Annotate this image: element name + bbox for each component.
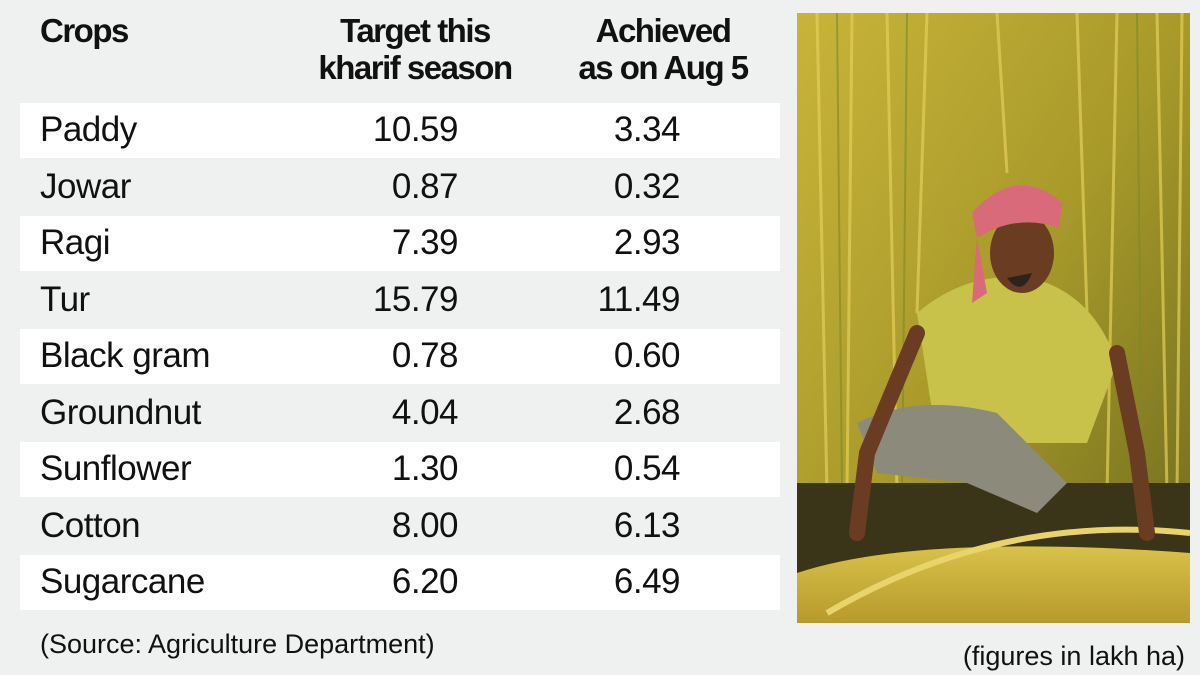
achieved-cell: 2.93 [613, 223, 681, 262]
table-row: Groundnut 4.04 2.68 [20, 386, 780, 441]
achieved-cell: 0.54 [613, 449, 681, 488]
table-row: Cotton 8.00 6.13 [20, 499, 780, 554]
header-target: Target this kharif season [318, 12, 513, 86]
achieved-cell: 0.32 [613, 166, 681, 206]
target-cell: 10.59 [372, 110, 459, 149]
crop-cell: Sunflower [40, 449, 192, 488]
crop-cell: Cotton [40, 505, 141, 545]
target-cell: 4.04 [391, 392, 459, 432]
achieved-cell: 3.34 [613, 110, 681, 149]
farmer-harvest-photo [797, 13, 1190, 623]
achieved-cell: 2.68 [613, 392, 681, 432]
target-cell: 8.00 [391, 505, 459, 545]
table-row: Ragi 7.39 2.93 [20, 216, 780, 271]
target-cell: 7.39 [391, 223, 459, 262]
target-cell: 1.30 [391, 449, 459, 488]
header-crops: Crops [40, 12, 129, 49]
source-note: (Source: Agriculture Department) [40, 629, 435, 659]
header-achieved: Achieved as on Aug 5 [578, 12, 749, 86]
achieved-cell: 11.49 [597, 279, 681, 319]
target-cell: 15.79 [372, 279, 459, 319]
table-row: Tur 15.79 11.49 [20, 273, 780, 328]
achieved-cell: 0.60 [613, 336, 681, 375]
units-note: (figures in lakh ha) [962, 641, 1185, 671]
crop-cell: Ragi [40, 223, 110, 262]
crop-cell: Jowar [40, 166, 131, 206]
target-cell: 6.20 [391, 562, 459, 601]
table-row: Sunflower 1.30 0.54 [20, 442, 780, 497]
crop-cell: Groundnut [40, 392, 201, 432]
crop-cell: Tur [40, 279, 90, 319]
achieved-cell: 6.13 [613, 505, 681, 545]
crop-cell: Paddy [40, 110, 137, 149]
achieved-cell: 6.49 [613, 562, 681, 601]
table-row: Paddy 10.59 3.34 [20, 103, 780, 158]
table-row: Jowar 0.87 0.32 [20, 160, 780, 215]
target-cell: 0.78 [391, 336, 459, 375]
table-row: Sugarcane 6.20 6.49 [20, 555, 780, 610]
target-cell: 0.87 [391, 166, 459, 206]
crop-cell: Black gram [40, 336, 211, 375]
table-row: Black gram 0.78 0.60 [20, 329, 780, 384]
crop-cell: Sugarcane [40, 562, 205, 601]
